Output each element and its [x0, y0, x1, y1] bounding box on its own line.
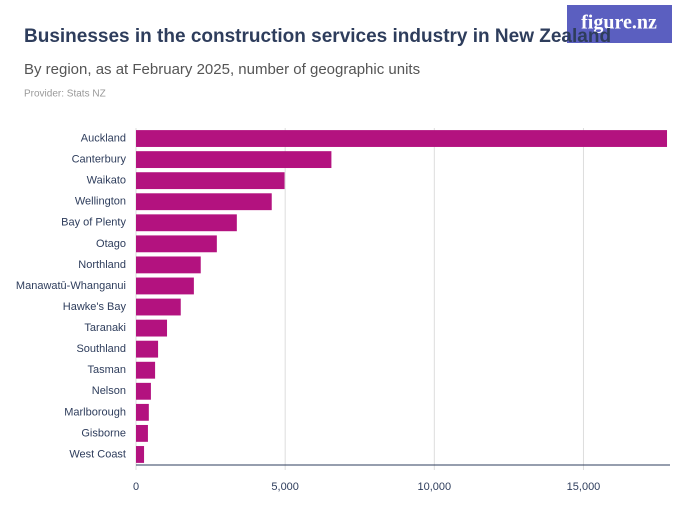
y-tick-label: Otago	[96, 238, 126, 250]
bar	[136, 130, 668, 147]
bar	[136, 319, 168, 337]
logo-box	[567, 5, 672, 43]
bar	[136, 151, 332, 169]
x-tick-label: 5,000	[271, 481, 299, 493]
y-tick-label: Marlborough	[64, 406, 126, 418]
x-tick-label: 15,000	[567, 481, 601, 493]
y-tick-label: Wellington	[75, 196, 126, 208]
y-tick-label: Gisborne	[81, 427, 126, 439]
y-tick-label: Canterbury	[72, 154, 127, 166]
y-tick-label: Tasman	[87, 364, 126, 376]
y-tick-label: Waikato	[87, 175, 126, 187]
y-tick-label: Nelson	[92, 385, 126, 397]
y-tick-label: Northland	[78, 259, 126, 271]
bar	[136, 193, 272, 211]
y-tick-label: Auckland	[81, 132, 126, 144]
bar	[136, 382, 151, 400]
bar	[136, 256, 201, 274]
bar	[136, 340, 159, 358]
y-tick-label: Bay of Plenty	[61, 217, 126, 229]
bar	[136, 361, 156, 379]
y-tick-label: Southland	[76, 343, 126, 355]
chart-title: Businesses in the construction services …	[24, 26, 611, 47]
y-tick-label: Taranaki	[84, 322, 126, 334]
bar	[136, 235, 217, 253]
chart-subtitle: By region, as at February 2025, number o…	[24, 61, 420, 78]
bar	[136, 277, 194, 295]
bar	[136, 446, 145, 463]
bar	[136, 298, 181, 316]
x-tick-label: 10,000	[417, 481, 451, 493]
logo: figure.nz	[581, 12, 657, 34]
x-tick-label: 0	[133, 481, 139, 493]
bar	[136, 424, 148, 442]
bar	[136, 214, 237, 232]
bar	[136, 403, 149, 421]
provider: Provider: Stats NZ	[24, 89, 106, 100]
y-tick-label: Hawke's Bay	[63, 301, 127, 313]
bar	[136, 172, 285, 190]
y-tick-label: Manawatū-Whanganui	[16, 280, 126, 292]
y-tick-label: West Coast	[69, 448, 126, 460]
